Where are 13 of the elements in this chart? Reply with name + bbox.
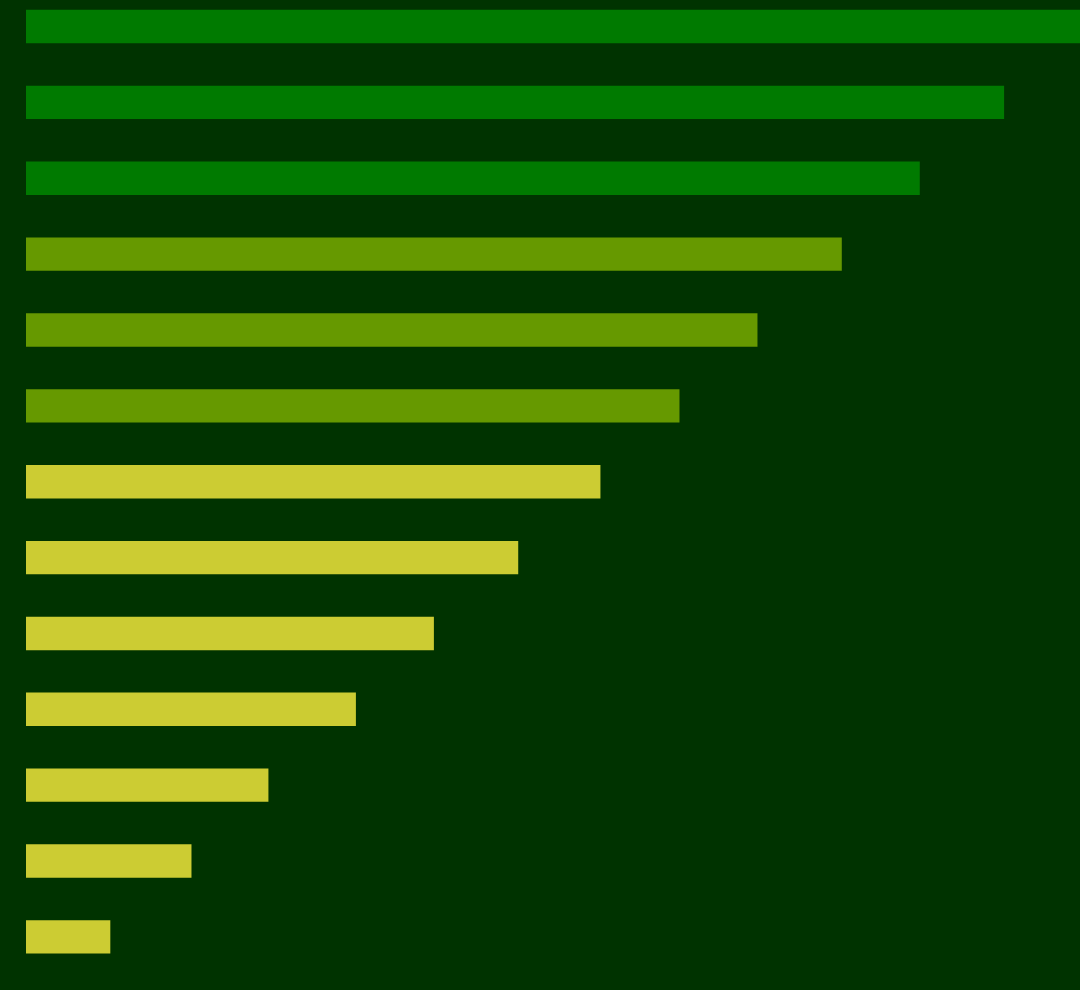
bar bbox=[26, 540, 519, 575]
bar bbox=[26, 920, 111, 954]
bar bbox=[26, 237, 842, 271]
bar bbox=[26, 465, 601, 499]
bar bbox=[26, 389, 680, 423]
bar bbox=[26, 844, 192, 878]
bar bbox=[26, 161, 920, 195]
bar bbox=[26, 768, 269, 802]
bar bbox=[26, 692, 356, 726]
bar bbox=[26, 85, 1005, 120]
bar bbox=[26, 313, 758, 347]
bar bbox=[26, 616, 434, 651]
bar bbox=[26, 9, 1080, 44]
